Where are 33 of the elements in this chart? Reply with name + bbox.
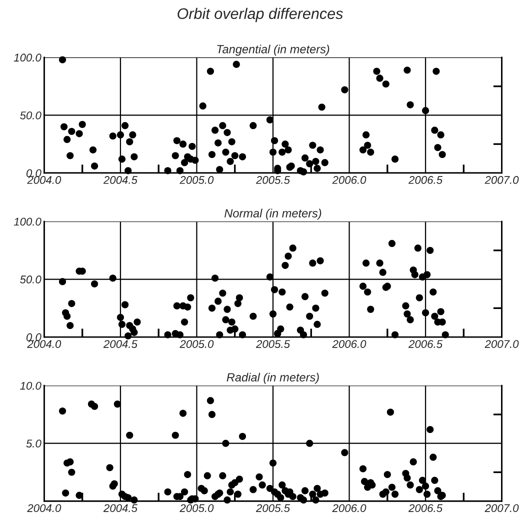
x-tick-label: 2006.0 — [332, 504, 366, 512]
x-tick-label: 2004.5 — [103, 176, 138, 184]
x-tick-label: 2007.0 — [484, 504, 519, 512]
x-tick-label: 2006.5 — [408, 504, 443, 512]
x-tick-label: 2007.0 — [484, 176, 519, 184]
chart-subtitle: Tangential (in meters) — [217, 44, 330, 56]
x-tick-label: 2005.0 — [180, 504, 214, 512]
x-tick-label: 2004.0 — [27, 340, 62, 348]
chart-subtitle: Radial (in meters) — [226, 372, 319, 384]
x-tick-label: 2006.5 — [408, 176, 443, 184]
x-tick-label: 2007.0 — [484, 340, 519, 348]
y-tick-label: 0.0 — [26, 169, 42, 178]
x-tick-label: 2004.5 — [103, 340, 138, 348]
y-tick-label: 100.0 — [14, 54, 42, 62]
x-tick-label: 2005.0 — [180, 340, 214, 348]
y-tick-label: 50.0 — [20, 111, 42, 120]
x-tick-label: 2006.0 — [332, 340, 366, 348]
y-tick-label: 5.0 — [26, 440, 42, 448]
x-tick-label: 2004.0 — [27, 504, 62, 512]
x-tick-label: 2005.5 — [256, 176, 290, 184]
x-tick-label: 2004.0 — [27, 176, 62, 184]
x-tick-label: 2006.5 — [408, 340, 443, 348]
y-tick-label: 100.0 — [14, 218, 42, 226]
x-tick-label: 2004.5 — [103, 504, 138, 512]
x-tick-label: 2005.0 — [180, 176, 214, 184]
x-tick-label: 2005.5 — [256, 504, 290, 512]
x-tick-label: 2005.5 — [256, 340, 290, 348]
chart-subtitle: Normal (in meters) — [224, 208, 322, 220]
y-tick-label: 10.0 — [20, 382, 42, 390]
y-tick-label: 0.0 — [26, 333, 42, 342]
x-tick-label: 2006.0 — [332, 176, 366, 184]
chart-title: Orbit overlap differences — [178, 8, 343, 22]
y-tick-label: 50.0 — [20, 276, 42, 284]
